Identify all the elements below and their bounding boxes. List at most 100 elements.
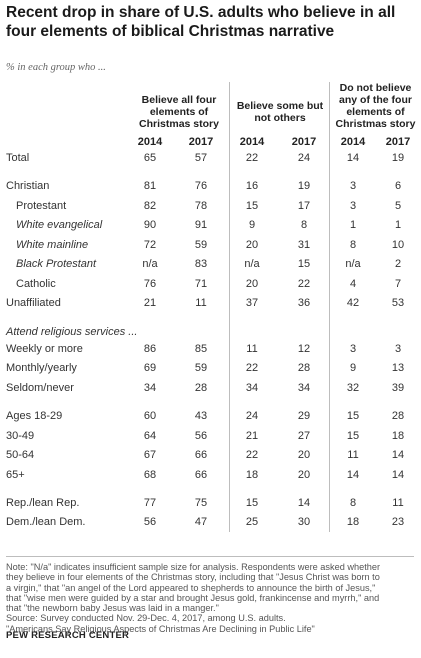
table-row: Ages 18-29 60 43 24 29 15 28	[0, 406, 421, 426]
table-cell: 15	[297, 258, 311, 270]
year-header: 2014	[239, 136, 265, 148]
row-label: Catholic	[16, 278, 56, 290]
table-cell: 14	[391, 469, 405, 481]
table-cell: 19	[391, 152, 405, 164]
notes: Note: "N/a" indicates insufficient sampl…	[6, 562, 418, 634]
table-cell: 31	[297, 239, 311, 251]
table-cell: 10	[391, 239, 405, 251]
table-cell: 76	[143, 278, 157, 290]
table-cell: 14	[391, 449, 405, 461]
table-row: Christian 81 76 16 19 3 6	[0, 176, 421, 196]
table-cell: 22	[245, 362, 259, 374]
table-cell: 3	[349, 180, 357, 192]
table-cell: 9	[248, 219, 256, 231]
table-cell: 1	[349, 219, 357, 231]
chart-subtitle: % in each group who ...	[6, 62, 106, 73]
table-cell: 3	[349, 200, 357, 212]
group-header-believe-some: Believe some but not others	[230, 100, 330, 124]
table-cell: 39	[391, 382, 405, 394]
table-row: Monthly/yearly 69 59 22 28 9 13	[0, 358, 421, 378]
table-cell: 34	[297, 382, 311, 394]
row-label: Total	[6, 152, 30, 164]
row-label: White mainline	[16, 239, 89, 251]
table-cell: 18	[391, 430, 405, 442]
table-cell: 14	[346, 152, 360, 164]
row-label: 65+	[6, 469, 25, 481]
table-cell: 78	[194, 200, 208, 212]
table-cell: 28	[194, 382, 208, 394]
note-line: that "the newborn baby Jesus was laid in…	[6, 603, 219, 614]
table-cell: 83	[194, 258, 208, 270]
table-cell: 9	[349, 362, 357, 374]
table-cell: 34	[143, 382, 157, 394]
table-cell: 29	[297, 410, 311, 422]
table-cell: 60	[143, 410, 157, 422]
table-cell: 67	[143, 449, 157, 461]
table-cell: 77	[143, 497, 157, 509]
table-cell: 5	[394, 200, 402, 212]
title-line-2: four elements of biblical Christmas narr…	[6, 23, 335, 40]
table-cell: 42	[346, 297, 360, 309]
table-cell: 8	[300, 219, 308, 231]
year-header: 2014	[340, 136, 366, 148]
table-row: White mainline 72 59 20 31 8 10	[0, 235, 421, 255]
column-divider	[329, 82, 330, 532]
table-cell: n/a	[142, 258, 158, 270]
group-header-line: Believe all four	[141, 94, 217, 106]
column-divider	[229, 82, 230, 532]
table-cell: 15	[245, 497, 259, 509]
table-cell: 66	[194, 469, 208, 481]
table-cell: 66	[194, 449, 208, 461]
table-cell: 1	[394, 219, 402, 231]
note-line: they believe in four elements of the Chr…	[6, 572, 380, 583]
row-label: Weekly or more	[6, 343, 83, 355]
table-cell: 22	[297, 278, 311, 290]
table-row: 50-64 67 66 22 20 11 14	[0, 445, 421, 465]
table-cell: 11	[392, 497, 404, 509]
note-line: that "wise men were guided by a star and…	[6, 592, 380, 603]
table-cell: 72	[143, 239, 157, 251]
table-cell: n/a	[345, 258, 361, 270]
row-label: Monthly/yearly	[6, 362, 77, 374]
note-line: Note: "N/a" indicates insufficient sampl…	[6, 562, 381, 572]
group-header-believe-none: Do not believe any of the four elements …	[330, 82, 421, 130]
table-cell: 22	[245, 152, 259, 164]
table-cell: 57	[194, 152, 208, 164]
table-cell: 30	[297, 516, 311, 528]
table-cell: 59	[194, 362, 208, 374]
table-cell: 81	[143, 180, 157, 192]
table-cell: 69	[143, 362, 157, 374]
group-header-line: Believe some but	[236, 100, 324, 112]
table-row: 30-49 64 56 21 27 15 18	[0, 426, 421, 446]
table-cell: 56	[143, 516, 157, 528]
table-cell: 3	[394, 343, 402, 355]
table-row: White evangelical 90 91 9 8 1 1	[0, 215, 421, 235]
table-cell: 13	[391, 362, 405, 374]
table-cell: 7	[394, 278, 402, 290]
table-cell: n/a	[244, 258, 260, 270]
table-cell: 90	[143, 219, 157, 231]
table-cell: 56	[194, 430, 208, 442]
note-line: a virgin," that "an angel of the Lord ap…	[6, 582, 376, 593]
table-cell: 6	[394, 180, 402, 192]
table-cell: 24	[245, 410, 259, 422]
table-cell: 8	[349, 239, 357, 251]
table-cell: 2	[394, 258, 402, 270]
table-cell: 86	[143, 343, 157, 355]
table-cell: 65	[143, 152, 157, 164]
table-cell: 85	[194, 343, 208, 355]
table-cell: 43	[194, 410, 208, 422]
year-header: 2017	[291, 136, 317, 148]
group-header-line: elements of	[149, 106, 209, 118]
table-cell: 21	[143, 297, 157, 309]
row-label: Ages 18-29	[6, 410, 63, 422]
year-header: 2017	[385, 136, 411, 148]
group-header-line: Christmas story	[139, 118, 219, 130]
table-cell: 59	[194, 239, 208, 251]
group-header-line: Do not believe	[339, 82, 412, 94]
row-label: Protestant	[16, 200, 67, 212]
row-label: Black Protestant	[16, 258, 97, 270]
table-cell: 14	[297, 497, 311, 509]
table-cell: 82	[143, 200, 157, 212]
table-cell: 37	[245, 297, 259, 309]
